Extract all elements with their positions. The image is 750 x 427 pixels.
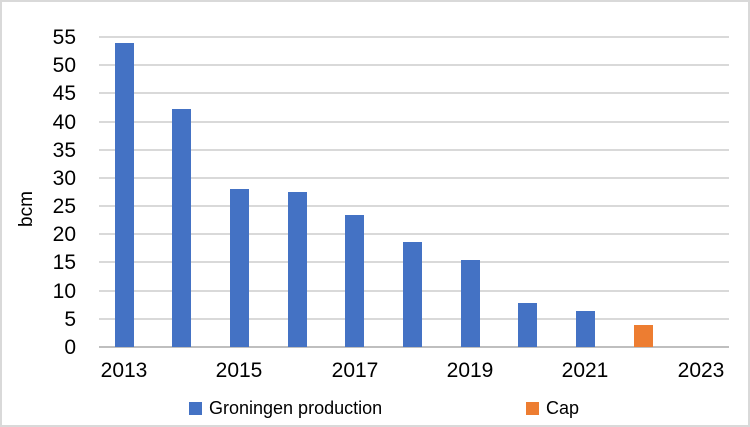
y-tick-label-40: 40 — [52, 111, 76, 134]
y-tick-label-30: 30 — [52, 167, 76, 190]
x-tick-label-2013: 2013 — [100, 359, 148, 382]
y-tick-label-50: 50 — [52, 54, 76, 77]
legend-swatch-icon — [526, 401, 539, 415]
gridline-20 — [99, 233, 729, 235]
gridline-40 — [99, 121, 729, 123]
x-tick-label-2021: 2021 — [561, 359, 609, 382]
y-tick-label-20: 20 — [52, 223, 76, 246]
bar-2019-groningen-production — [461, 260, 480, 347]
gridline-45 — [99, 92, 729, 94]
legend-label: Groningen production — [209, 398, 383, 418]
legend-item-cap: Cap — [526, 399, 579, 417]
y-tick-label-15: 15 — [52, 251, 76, 274]
bar-2013-groningen-production — [115, 43, 134, 347]
legend-swatch-icon — [189, 401, 202, 415]
bar-2014-groningen-production — [172, 109, 191, 347]
x-tick-label-2017: 2017 — [331, 359, 379, 382]
x-tick-label-2023: 2023 — [677, 359, 725, 382]
bar-2020-groningen-production — [518, 303, 537, 347]
y-tick-label-55: 55 — [52, 26, 76, 49]
x-axis-line — [99, 346, 729, 348]
bar-2018-groningen-production — [403, 242, 422, 347]
gridline-50 — [99, 64, 729, 66]
bar-2017-groningen-production — [345, 215, 364, 347]
y-tick-label-5: 5 — [64, 308, 76, 331]
y-tick-label-0: 0 — [64, 336, 76, 359]
y-tick-label-45: 45 — [52, 82, 76, 105]
y-tick-label-25: 25 — [52, 195, 76, 218]
bar-2022-cap — [634, 325, 653, 347]
y-tick-label-35: 35 — [52, 139, 76, 162]
gridline-25 — [99, 205, 729, 207]
gridline-30 — [99, 177, 729, 179]
x-tick-label-2015: 2015 — [215, 359, 263, 382]
gridline-55 — [99, 36, 729, 38]
bar-2015-groningen-production — [230, 189, 249, 347]
legend-item-groningen-production: Groningen production — [189, 399, 382, 417]
bar-2016-groningen-production — [288, 192, 307, 347]
bar-2021-groningen-production — [576, 311, 595, 347]
y-tick-label-10: 10 — [52, 280, 76, 303]
x-tick-label-2019: 2019 — [446, 359, 494, 382]
legend-label: Cap — [546, 398, 580, 418]
gridline-35 — [99, 149, 729, 151]
